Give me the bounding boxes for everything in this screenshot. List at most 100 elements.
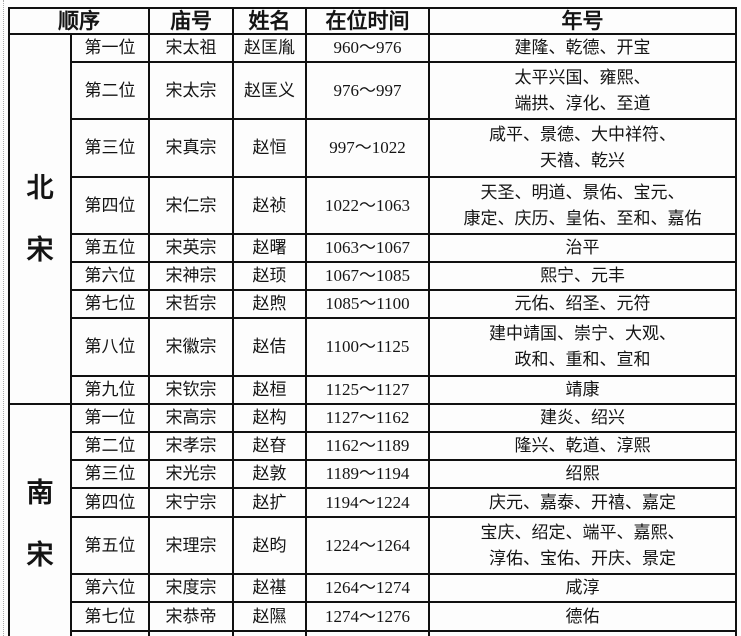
temple-cell: 宋哲宗 [148, 289, 234, 319]
reign-cell: 976～997 [305, 61, 430, 120]
order-cell: 第七位 [70, 601, 150, 632]
temple-cell [148, 630, 234, 636]
era-cell: 绍熙 [428, 459, 737, 489]
era-cell: 靖康 [428, 375, 737, 405]
group-label-north: 北宋 [26, 173, 54, 265]
reign-cell: 1189～1194 [305, 459, 430, 489]
temple-cell: 宋恭帝 [148, 601, 234, 632]
header-reign: 在位时间 [305, 7, 430, 35]
temple-cell: 宋徽宗 [148, 317, 234, 377]
table-row: 第七位 宋哲宗 赵煦 1085～1100 元佑、绍圣、元符 [9, 289, 737, 319]
temple-cell: 宋宁宗 [148, 487, 234, 518]
name-cell [232, 630, 307, 636]
table-row-clipped [9, 630, 737, 636]
order-cell: 第一位 [70, 33, 150, 63]
order-cell: 第七位 [70, 289, 150, 319]
era-cell: 治平 [428, 233, 737, 263]
header-row: 顺序 庙号 姓名 在位时间 年号 [8, 7, 737, 35]
name-cell: 赵昚 [232, 431, 307, 461]
song-emperors-table: 顺序 庙号 姓名 在位时间 年号 北宋 第一位 宋太祖 赵匡胤 960～976 … [8, 7, 737, 636]
header-order: 顺序 [8, 7, 150, 35]
name-cell: 赵构 [232, 403, 307, 433]
table-row: 第五位 宋理宗 赵昀 1224～1264 宝庆、绍定、端平、嘉熙、 淳佑、宝佑、… [9, 516, 737, 575]
table-row: 南宋 第一位 宋高宗 赵构 1127～1162 建炎、绍兴 [8, 403, 737, 636]
table-row: 北宋 第一位 宋太祖 赵匡胤 960～976 建隆、乾德、开宝 [8, 33, 737, 405]
era-cell: 太平兴国、雍熙、 端拱、淳化、至道 [428, 61, 737, 120]
table-row: 第二位 宋太宗 赵匡义 976～997 太平兴国、雍熙、 端拱、淳化、至道 [9, 61, 737, 120]
era-cell: 熙宁、元丰 [428, 261, 737, 291]
reign-cell: 1067～1085 [305, 261, 430, 291]
name-cell: 赵敦 [232, 459, 307, 489]
temple-cell: 宋度宗 [148, 573, 234, 603]
temple-cell: 宋钦宗 [148, 375, 234, 405]
order-cell: 第三位 [70, 459, 150, 489]
table-row: 第四位 宋仁宗 赵祯 1022～1063 天圣、明道、景佑、宝元、 康定、庆历、… [9, 176, 737, 235]
reign-cell: 1127～1162 [305, 403, 430, 433]
reign-cell: 997～1022 [305, 118, 430, 178]
order-cell: 第五位 [70, 233, 150, 263]
era-cell: 隆兴、乾道、淳熙 [428, 431, 737, 461]
reign-cell: 1022～1063 [305, 176, 430, 235]
era-cell: 宝庆、绍定、端平、嘉熙、 淳佑、宝佑、开庆、景定 [428, 516, 737, 575]
era-cell: 元佑、绍圣、元符 [428, 289, 737, 319]
temple-cell: 宋太祖 [148, 33, 234, 63]
name-cell: 赵匡胤 [232, 33, 307, 63]
name-cell: 赵禥 [232, 573, 307, 603]
group-cell-south: 南宋 [8, 403, 72, 636]
print-margin-guide [3, 0, 4, 636]
era-cell: 建炎、绍兴 [428, 403, 737, 433]
temple-cell: 宋孝宗 [148, 431, 234, 461]
temple-cell: 宋仁宗 [148, 176, 234, 235]
temple-cell: 宋太宗 [148, 61, 234, 120]
reign-cell: 1264～1274 [305, 573, 430, 603]
group-label-south: 南宋 [26, 477, 54, 570]
order-cell: 第九位 [70, 375, 150, 405]
header-era: 年号 [428, 7, 737, 35]
order-cell [70, 630, 150, 636]
reign-cell: 960～976 [305, 33, 430, 63]
reign-cell: 1224～1264 [305, 516, 430, 575]
table-row: 第八位 宋徽宗 赵佶 1100～1125 建中靖国、崇宁、大观、 政和、重和、宣… [9, 317, 737, 377]
reign-cell: 1194～1224 [305, 487, 430, 518]
era-cell: 天圣、明道、景佑、宝元、 康定、庆历、皇佑、至和、嘉佑 [428, 176, 737, 235]
reign-cell: 1274～1276 [305, 601, 430, 632]
order-cell: 第八位 [70, 317, 150, 377]
header-name: 姓名 [232, 7, 307, 35]
order-cell: 第一位 [70, 403, 150, 433]
group-cell-north: 北宋 [8, 33, 72, 405]
name-cell: 赵隰 [232, 601, 307, 632]
temple-cell: 宋光宗 [148, 459, 234, 489]
order-cell: 第四位 [70, 176, 150, 235]
table-row: 第六位 宋度宗 赵禥 1264～1274 咸淳 [9, 573, 737, 603]
era-cell [428, 630, 737, 636]
name-cell: 赵恒 [232, 118, 307, 178]
table-row: 第二位 宋孝宗 赵昚 1162～1189 隆兴、乾道、淳熙 [9, 431, 737, 461]
reign-cell: 1100～1125 [305, 317, 430, 377]
reign-cell: 1085～1100 [305, 289, 430, 319]
reign-cell: 1125～1127 [305, 375, 430, 405]
name-cell: 赵匡义 [232, 61, 307, 120]
table-row: 第七位 宋恭帝 赵隰 1274～1276 德佑 [9, 601, 737, 632]
order-cell: 第二位 [70, 431, 150, 461]
name-cell: 赵佶 [232, 317, 307, 377]
reign-cell: 1063～1067 [305, 233, 430, 263]
temple-cell: 宋理宗 [148, 516, 234, 575]
order-cell: 第六位 [70, 261, 150, 291]
era-cell: 咸淳 [428, 573, 737, 603]
name-cell: 赵昀 [232, 516, 307, 575]
era-cell: 建隆、乾德、开宝 [428, 33, 737, 63]
name-cell: 赵煦 [232, 289, 307, 319]
name-cell: 赵扩 [232, 487, 307, 518]
name-cell: 赵桓 [232, 375, 307, 405]
name-cell: 赵曙 [232, 233, 307, 263]
temple-cell: 宋真宗 [148, 118, 234, 178]
temple-cell: 宋高宗 [148, 403, 234, 433]
order-cell: 第四位 [70, 487, 150, 518]
temple-cell: 宋神宗 [148, 261, 234, 291]
order-cell: 第二位 [70, 61, 150, 120]
table-row: 第四位 宋宁宗 赵扩 1194～1224 庆元、嘉泰、开禧、嘉定 [9, 487, 737, 518]
era-cell: 庆元、嘉泰、开禧、嘉定 [428, 487, 737, 518]
reign-cell [305, 630, 430, 636]
temple-cell: 宋英宗 [148, 233, 234, 263]
